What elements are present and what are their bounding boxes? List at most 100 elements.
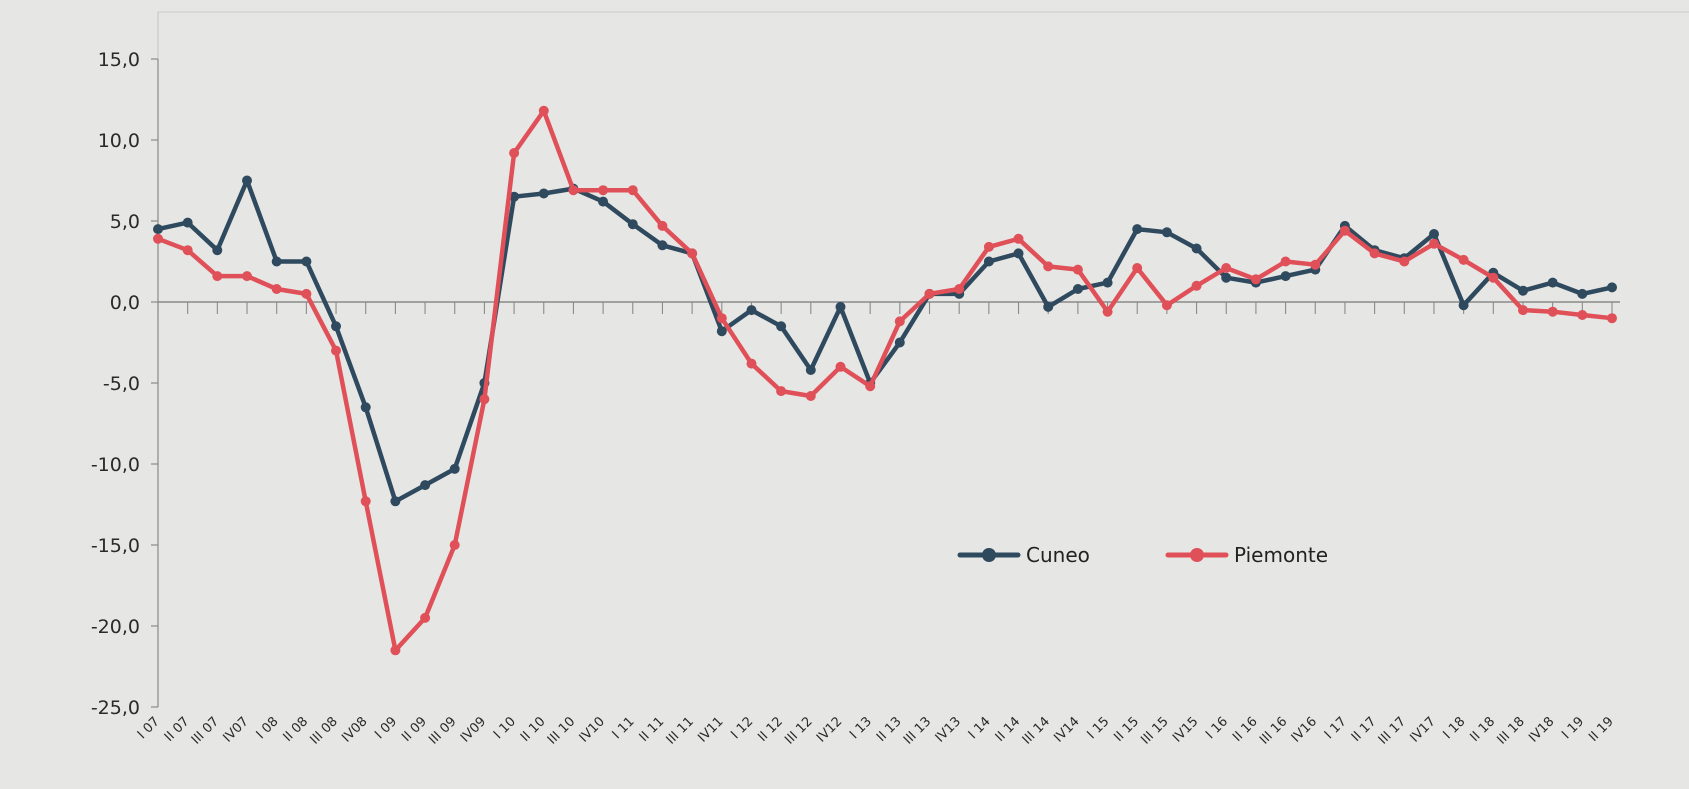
legend-swatch-marker bbox=[1190, 548, 1204, 562]
x-tick-label: III 13 bbox=[901, 714, 934, 747]
data-point bbox=[301, 256, 312, 267]
x-tick-label: I 16 bbox=[1203, 714, 1231, 742]
data-point bbox=[1043, 261, 1054, 272]
data-point bbox=[805, 391, 816, 401]
data-point bbox=[1577, 310, 1588, 320]
data-point bbox=[716, 326, 727, 337]
data-point bbox=[598, 196, 609, 207]
data-point bbox=[835, 301, 846, 312]
data-point bbox=[420, 480, 431, 491]
x-tick-label: III 12 bbox=[782, 714, 815, 747]
data-point bbox=[746, 305, 757, 316]
data-point bbox=[1458, 300, 1469, 311]
data-point bbox=[390, 496, 401, 507]
x-tick-label: I 17 bbox=[1322, 714, 1350, 742]
data-point bbox=[212, 271, 223, 282]
x-tick-label: I 15 bbox=[1084, 714, 1112, 742]
x-tick-label: IV15 bbox=[1170, 714, 1201, 745]
x-tick-label: II 12 bbox=[755, 714, 786, 745]
series-line-cuneo bbox=[155, 178, 1615, 504]
data-point bbox=[687, 248, 698, 259]
data-point bbox=[1399, 256, 1410, 267]
x-tick-label: III 16 bbox=[1257, 714, 1290, 747]
data-point bbox=[894, 316, 905, 327]
x-tick-label: I 09 bbox=[372, 714, 400, 742]
data-point bbox=[1250, 274, 1261, 285]
data-point bbox=[598, 185, 609, 196]
legend-label: Cuneo bbox=[1026, 543, 1090, 567]
data-point bbox=[1429, 229, 1439, 239]
data-point bbox=[1221, 263, 1232, 273]
x-tick-label: II 17 bbox=[1349, 714, 1380, 745]
data-point bbox=[509, 191, 520, 202]
data-point bbox=[1191, 243, 1202, 254]
y-tick-label: -15,0 bbox=[91, 535, 140, 557]
data-point bbox=[242, 175, 252, 186]
data-point bbox=[271, 256, 282, 267]
data-point bbox=[1607, 313, 1617, 324]
data-point bbox=[1102, 277, 1113, 288]
legend: Cuneo Piemonte bbox=[957, 543, 1328, 567]
legend-item-cuneo: Cuneo bbox=[957, 543, 1090, 567]
series-line-piemonte bbox=[155, 108, 1615, 653]
x-tick-label: IV13 bbox=[933, 714, 964, 745]
data-point bbox=[1013, 233, 1024, 244]
data-point bbox=[1369, 248, 1380, 259]
x-tick-label: IV18 bbox=[1526, 714, 1557, 745]
x-tick-label: IV09 bbox=[458, 714, 489, 745]
data-point bbox=[182, 245, 193, 256]
data-point bbox=[1429, 238, 1439, 249]
data-point bbox=[420, 612, 431, 623]
x-tick-label: III 07 bbox=[189, 714, 222, 747]
x-tick-label: IV12 bbox=[814, 714, 845, 745]
x-tick-label: II 07 bbox=[162, 714, 193, 745]
data-point bbox=[1280, 256, 1291, 267]
data-point bbox=[538, 188, 549, 199]
x-tick-label: III 08 bbox=[308, 714, 341, 747]
legend-swatch-marker bbox=[982, 548, 996, 562]
data-point bbox=[449, 463, 460, 474]
data-point bbox=[924, 288, 935, 299]
data-point bbox=[360, 402, 371, 413]
data-point bbox=[1132, 224, 1143, 235]
data-point bbox=[1102, 306, 1113, 317]
y-tick-label: 15,0 bbox=[98, 49, 140, 71]
data-point bbox=[1310, 259, 1321, 270]
data-point bbox=[568, 185, 579, 196]
x-tick-label: IV14 bbox=[1051, 714, 1082, 745]
data-point bbox=[1161, 300, 1172, 311]
x-tick-label: I 13 bbox=[847, 714, 875, 742]
x-tick-label: II 15 bbox=[1111, 714, 1142, 745]
data-point bbox=[1043, 301, 1054, 312]
y-tick-label: 0,0 bbox=[110, 292, 140, 314]
x-tick-label: I 10 bbox=[491, 714, 519, 742]
x-tick-label: I 19 bbox=[1559, 714, 1587, 742]
data-point bbox=[301, 288, 312, 299]
data-point bbox=[153, 233, 163, 244]
data-point bbox=[835, 361, 846, 372]
data-point bbox=[1280, 271, 1291, 282]
x-tick-label: I 18 bbox=[1441, 714, 1469, 742]
x-tick-label: III 11 bbox=[664, 714, 697, 747]
x-tick-label: II 14 bbox=[993, 714, 1024, 745]
data-point bbox=[983, 256, 994, 267]
x-tick-label: II 19 bbox=[1586, 714, 1617, 745]
data-point bbox=[509, 148, 520, 158]
y-tick-label: 10,0 bbox=[98, 130, 140, 152]
data-point bbox=[1547, 277, 1558, 288]
series-cuneo bbox=[153, 175, 1617, 507]
data-point bbox=[1132, 263, 1143, 273]
data-point bbox=[1339, 225, 1350, 236]
data-point bbox=[894, 337, 905, 348]
data-point bbox=[1161, 227, 1172, 238]
data-point bbox=[805, 365, 816, 375]
data-point bbox=[776, 386, 787, 397]
data-point bbox=[242, 271, 252, 282]
series-layer bbox=[153, 105, 1617, 656]
x-tick-label: III 15 bbox=[1138, 714, 1171, 747]
data-point bbox=[1547, 306, 1558, 317]
data-point bbox=[1072, 284, 1083, 294]
data-point bbox=[153, 224, 163, 235]
